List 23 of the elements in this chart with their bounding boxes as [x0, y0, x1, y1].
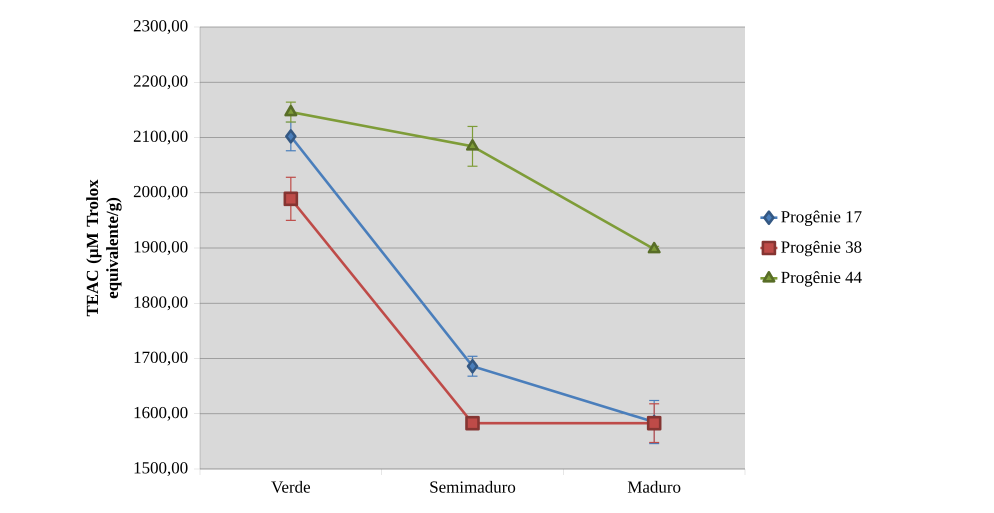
y-axis-title: TEAC (µM Trolox equivalente/g): [86, 180, 122, 316]
legend-label: Progênie 44: [781, 271, 862, 287]
point: [648, 242, 661, 254]
x-tick-label: Semimaduro: [430, 480, 516, 493]
legend-label: Progênie 38: [781, 240, 862, 256]
point: [466, 358, 478, 374]
y-tick-label: 1800,00: [134, 296, 188, 310]
x-tick-label: Verde: [271, 480, 310, 493]
y-tick-label: 2100,00: [134, 130, 188, 144]
y-tick-label: 2200,00: [134, 75, 188, 90]
point: [466, 139, 479, 151]
point: [285, 129, 297, 144]
point: [284, 104, 298, 116]
x-tick-label: Maduro: [628, 480, 680, 493]
point: [284, 192, 298, 206]
y-tick-label: 1700,00: [134, 352, 188, 366]
legend-label: Progênie 17: [781, 210, 862, 226]
y-tick-label: 1600,00: [134, 406, 188, 421]
y-tick-label: 1500,00: [134, 462, 188, 476]
y-tick-label: 1900,00: [134, 241, 188, 255]
y-tick-label: 2300,00: [134, 20, 188, 34]
y-tick-label: 2000,00: [134, 186, 188, 200]
point: [465, 416, 480, 430]
